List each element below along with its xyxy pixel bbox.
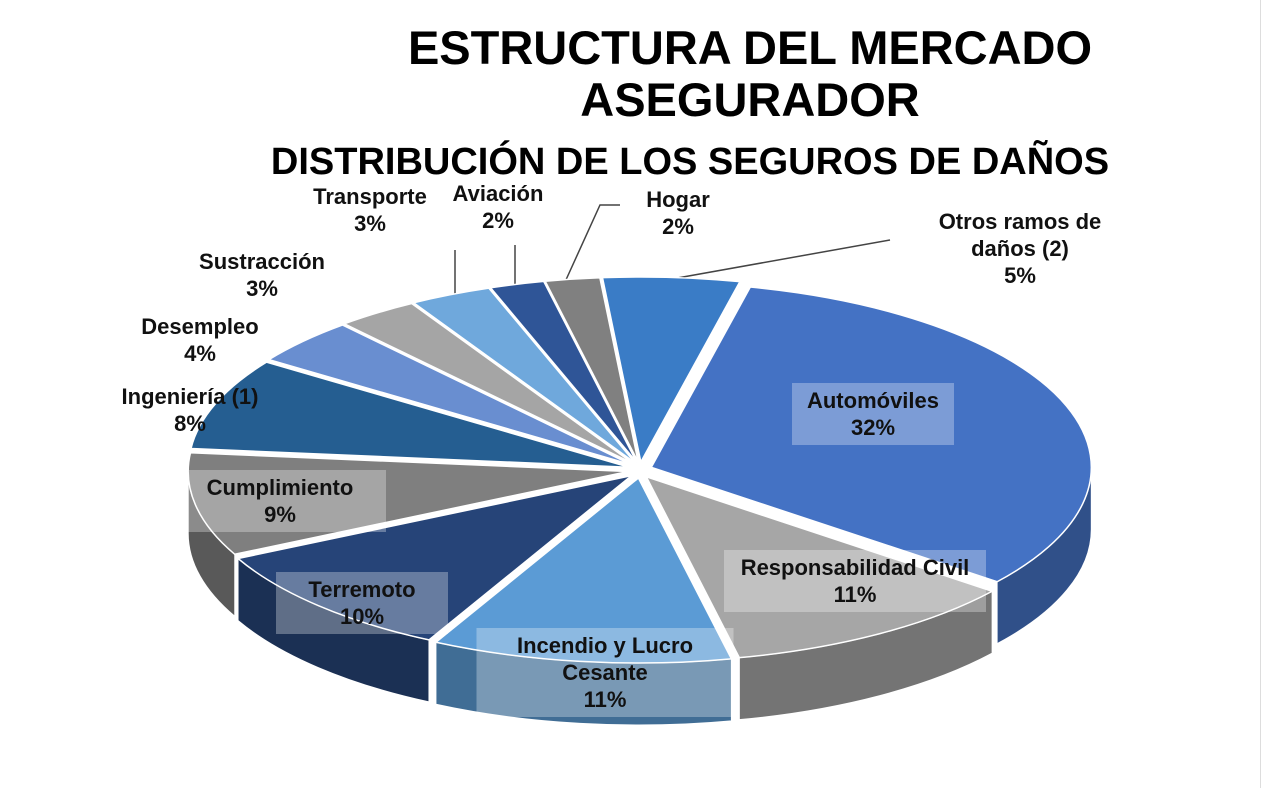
label-name: Automóviles	[806, 388, 940, 413]
data-label: Terremoto 10%	[276, 572, 448, 634]
data-label: Desempleo 4%	[110, 313, 290, 367]
data-label: Ingeniería (1) 8%	[90, 383, 290, 437]
slice	[489, 280, 638, 463]
data-label: Automóviles 32%	[792, 383, 954, 445]
slice	[267, 324, 632, 466]
label-name: Otros ramos de daños (2)	[938, 209, 1102, 261]
label-value: 11%	[583, 687, 627, 712]
label-value: 4%	[184, 341, 216, 366]
label-value: 11%	[833, 582, 877, 607]
label-name: Desempleo	[141, 314, 259, 339]
leader-line	[564, 204, 620, 283]
slice	[601, 276, 742, 465]
data-label: Aviación 2%	[438, 180, 558, 234]
data-label: Responsabilidad Civil 11%	[724, 550, 986, 612]
data-label: Hogar 2%	[628, 186, 728, 240]
label-name: Responsabilidad Civil	[740, 555, 970, 580]
label-name: Hogar	[646, 187, 710, 212]
label-name: Ingeniería (1)	[121, 384, 259, 409]
label-value: 32%	[850, 415, 896, 440]
label-name: Incendio y Lucro Cesante	[516, 633, 694, 685]
slice	[650, 286, 1093, 583]
label-value: 2%	[662, 214, 694, 239]
label-name: Aviación	[452, 181, 544, 206]
label-value: 2%	[482, 208, 514, 233]
chart-subtitle: DISTRIBUCIÓN DE LOS SEGUROS DE DAÑOS	[270, 141, 1110, 183]
slice	[644, 475, 995, 659]
label-value: 3%	[354, 211, 386, 236]
slice	[342, 302, 634, 465]
data-label: Incendio y Lucro Cesante 11%	[476, 628, 734, 717]
slice	[434, 476, 733, 664]
slice	[411, 287, 636, 464]
label-value: 8%	[174, 411, 206, 436]
slice	[190, 361, 629, 468]
slice	[187, 451, 629, 556]
leader-line	[654, 239, 891, 283]
data-label: Transporte 3%	[290, 183, 450, 237]
label-name: Sustracción	[199, 249, 325, 274]
slice	[544, 276, 639, 463]
label-value: 5%	[1004, 263, 1036, 288]
slice	[236, 474, 632, 641]
label-name: Cumplimiento	[206, 475, 354, 500]
leader-lines	[454, 204, 891, 295]
label-value: 3%	[246, 276, 278, 301]
data-label: Otros ramos de daños (2) 5%	[905, 208, 1135, 289]
chart-title: ESTRUCTURA DEL MERCADO ASEGURADOR	[407, 21, 1093, 126]
label-value: 9%	[264, 502, 296, 527]
label-name: Transporte	[313, 184, 427, 209]
data-label: Sustracción 3%	[172, 248, 352, 302]
label-value: 10%	[339, 604, 385, 629]
data-label: Cumplimiento 9%	[174, 470, 386, 532]
label-name: Terremoto	[308, 577, 416, 602]
